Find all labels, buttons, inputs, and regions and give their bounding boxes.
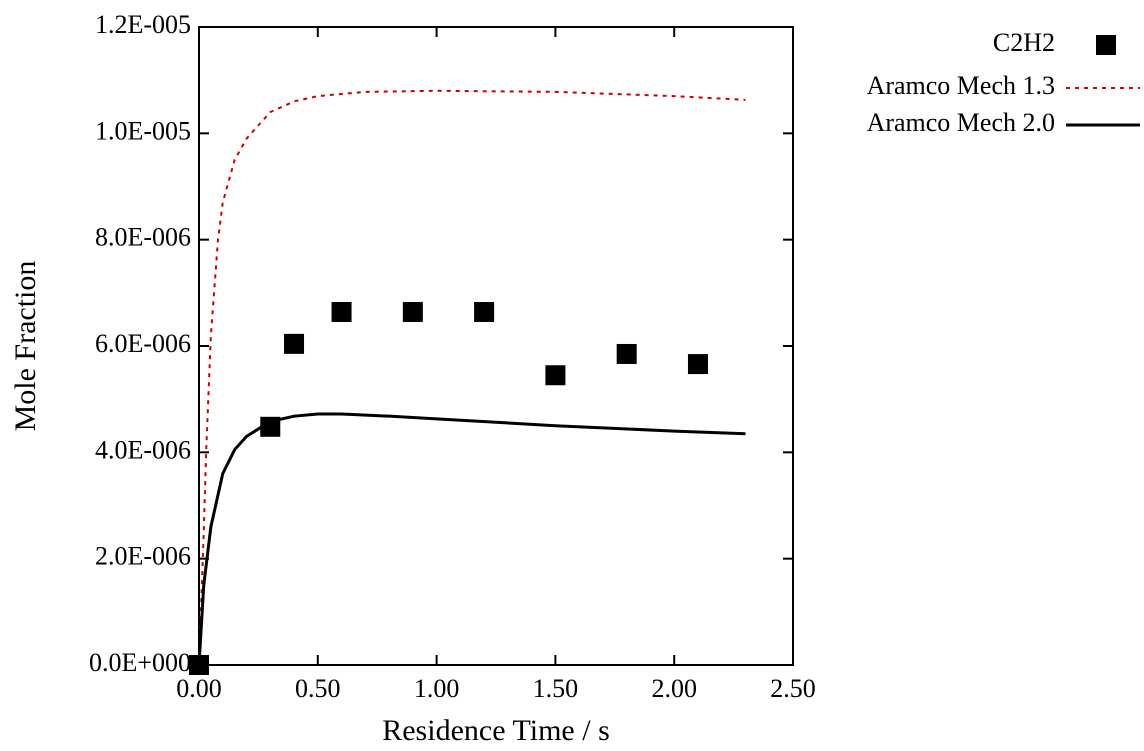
data-point xyxy=(402,301,423,322)
legend-label: C2H2 xyxy=(993,28,1055,57)
x-tick-label: 0.00 xyxy=(176,674,222,703)
y-tick-label: 0.0E+000 xyxy=(89,648,191,677)
y-tick-label: 1.2E-005 xyxy=(95,10,191,39)
y-tick-label: 4.0E-006 xyxy=(95,435,191,464)
x-tick-label: 1.00 xyxy=(414,674,460,703)
x-tick-label: 0.50 xyxy=(295,674,341,703)
y-tick-label: 8.0E-006 xyxy=(95,223,191,252)
data-point xyxy=(284,333,305,354)
legend-label: Aramco Mech 1.3 xyxy=(867,71,1055,100)
data-point xyxy=(616,343,637,364)
data-point xyxy=(687,354,708,375)
x-tick-label: 1.50 xyxy=(533,674,579,703)
x-tick-label: 2.00 xyxy=(651,674,697,703)
y-tick-label: 6.0E-006 xyxy=(95,329,191,358)
y-tick-label: 1.0E-005 xyxy=(95,116,191,145)
x-axis-label: Residence Time / s xyxy=(382,714,610,747)
x-tick-label: 2.50 xyxy=(770,674,816,703)
data-line xyxy=(198,89,746,666)
y-axis-label: Mole Fraction xyxy=(9,261,42,432)
legend-symbol xyxy=(1096,35,1116,55)
data-point xyxy=(545,365,566,386)
legend-label: Aramco Mech 2.0 xyxy=(867,108,1055,137)
data-line xyxy=(197,412,746,666)
data-point xyxy=(474,301,495,322)
y-tick-label: 2.0E-006 xyxy=(95,542,191,571)
data-point xyxy=(331,301,352,322)
